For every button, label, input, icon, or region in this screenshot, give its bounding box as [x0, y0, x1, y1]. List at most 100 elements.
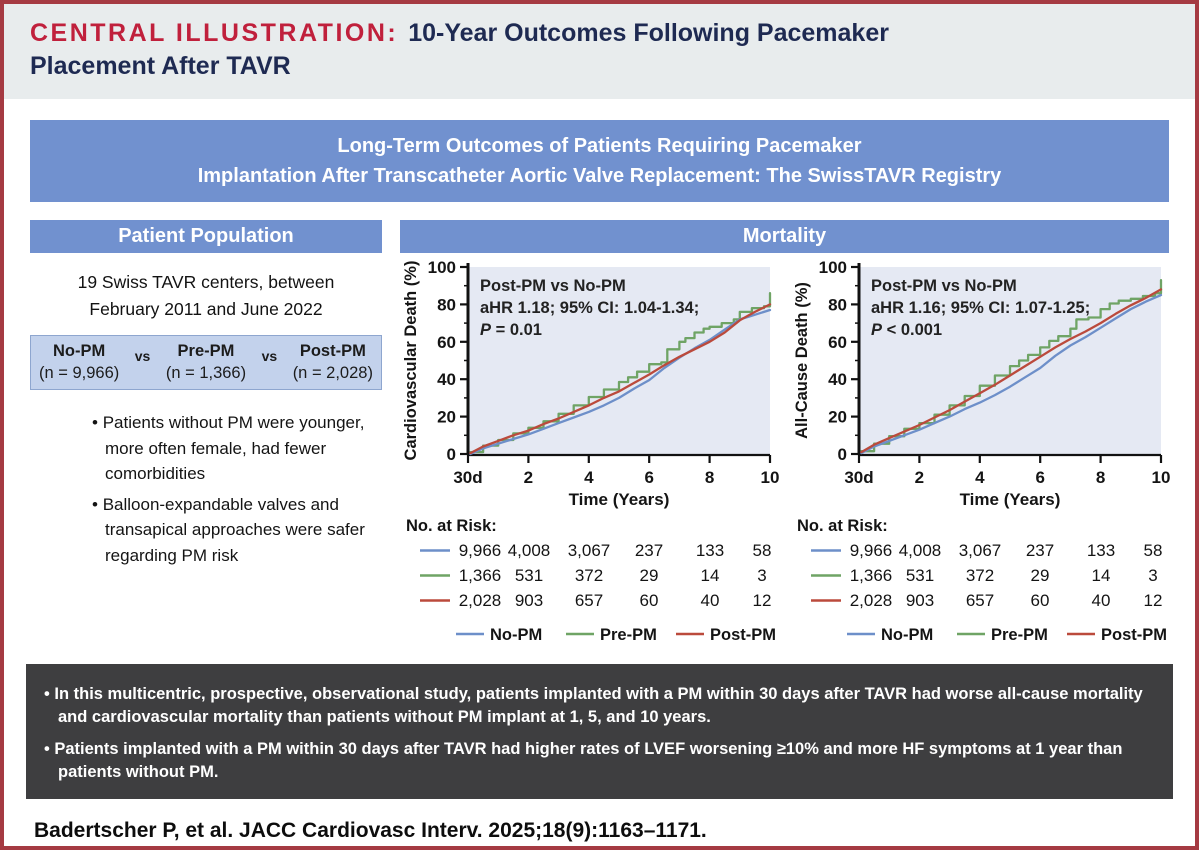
at-risk-value: 1,366 [850, 566, 893, 585]
at-risk-value: 60 [640, 591, 659, 610]
at-risk-value: 29 [640, 566, 659, 585]
km-curve-no-pm [860, 293, 1163, 455]
annotation-p-value: P < 0.001 [871, 321, 942, 339]
group-name: No-PM [53, 342, 106, 361]
at-risk-value: 133 [1087, 541, 1115, 560]
y-tick-label: 40 [828, 370, 847, 389]
x-axis-title: Time (Years) [569, 490, 670, 509]
group-n: (n = 2,028) [292, 363, 373, 382]
group-name: Post-PM [299, 342, 366, 361]
plot-area [468, 267, 770, 454]
all-cause-death-chart: 0 20 40 60 80 100 30d 2 4 6 8 10 Time (Years) All-Cau… [791, 253, 1174, 658]
at-risk-value: 3,067 [568, 541, 611, 560]
y-tick-label: 20 [437, 408, 456, 427]
km-curve-post-pm [469, 303, 772, 455]
at-risk-value: 3,067 [959, 541, 1002, 560]
cardiovascular-death-plot: 0 20 40 60 80 100 30d 2 4 6 8 10 Time (Years) Cardiov… [402, 258, 780, 644]
patient-population-bullets: Patients without PM were younger, more o… [92, 410, 378, 568]
figure-title-text: 10-Year Outcomes Following Pacemaker [408, 19, 889, 47]
figure-title-line-2: Placement After TAVR [30, 52, 291, 80]
y-tick-label: 60 [828, 333, 847, 352]
patient-population-header: Patient Population [30, 220, 382, 253]
key-finding-item: In this multicentric, prospective, obser… [44, 683, 1155, 730]
figure-body: Long-Term Outcomes of Patients Requiring… [4, 120, 1195, 658]
p-value-text: < 0.001 [882, 321, 942, 339]
all-cause-death-plot: 0 20 40 60 80 100 30d 2 4 6 8 10 Time (Years) All-Cau… [793, 258, 1171, 644]
y-tick-label: 20 [828, 408, 847, 427]
y-tick-label: 100 [428, 258, 456, 277]
x-tick-label: 10 [761, 468, 780, 487]
annotation-comparison: Post-PM vs No-PM [871, 277, 1017, 295]
at-risk-value: 40 [701, 591, 720, 610]
y-tick-label: 40 [437, 370, 456, 389]
at-risk-value: 4,008 [508, 541, 551, 560]
x-axis-title: Time (Years) [960, 490, 1061, 509]
at-risk-value: 531 [515, 566, 543, 585]
p-value-text: = 0.01 [491, 321, 542, 339]
x-tick-label: 8 [705, 468, 714, 487]
key-findings-list: In this multicentric, prospective, obser… [44, 683, 1155, 785]
km-curve-post-pm [860, 288, 1163, 454]
at-risk-value: 3 [1148, 566, 1157, 585]
at-risk-value: 14 [1092, 566, 1111, 585]
at-risk-value: 12 [753, 591, 772, 610]
patient-groups-table: No-PM (n = 9,966) vs Pre-PM (n = 1,366) … [30, 335, 382, 391]
figure-title-line-1: CENTRAL ILLUSTRATION: 10-Year Outcomes Fo… [30, 17, 1169, 50]
x-tick-label: 4 [584, 468, 594, 487]
x-tick-label: 30d [453, 468, 482, 487]
study-title-banner: Long-Term Outcomes of Patients Requiring… [30, 120, 1169, 202]
group-n: (n = 1,366) [165, 363, 247, 382]
at-risk-value: 372 [575, 566, 603, 585]
plot-area [859, 267, 1161, 454]
key-findings-box: In this multicentric, prospective, obser… [26, 664, 1173, 799]
km-curve-pre-pm [469, 292, 772, 454]
annotation-ahr: aHR 1.18; 95% CI: 1.04-1.34; [480, 299, 699, 317]
at-risk-value: 2,028 [459, 591, 502, 610]
figure-header: CENTRAL ILLUSTRATION: 10-Year Outcomes Fo… [4, 4, 1195, 99]
at-risk-value: 903 [515, 591, 543, 610]
at-risk-value: 657 [966, 591, 994, 610]
x-tick-label: 30d [844, 468, 873, 487]
at-risk-value: 372 [966, 566, 994, 585]
x-tick-label: 10 [1152, 468, 1171, 487]
at-risk-value: 29 [1031, 566, 1050, 585]
at-risk-value: 9,966 [850, 541, 893, 560]
legend-label: Pre-PM [600, 626, 657, 644]
at-risk-label: No. at Risk: [797, 517, 888, 535]
at-risk-value: 12 [1144, 591, 1163, 610]
y-axis-title: Cardiovascular Death (%) [402, 261, 420, 461]
x-tick-label: 2 [915, 468, 924, 487]
annotation-comparison: Post-PM vs No-PM [480, 277, 626, 295]
at-risk-value: 903 [906, 591, 934, 610]
annotation-p-value: P = 0.01 [480, 321, 542, 339]
annotation-ahr: aHR 1.16; 95% CI: 1.07-1.25; [871, 299, 1090, 317]
at-risk-value: 1,366 [459, 566, 502, 585]
legend-label: No-PM [881, 626, 933, 644]
bullet-item: Patients without PM were younger, more o… [92, 410, 378, 487]
x-tick-label: 4 [975, 468, 985, 487]
panel-headers-row: Patient Population Mortality [30, 220, 1169, 253]
y-tick-label: 80 [828, 295, 847, 314]
at-risk-value: 60 [1031, 591, 1050, 610]
central-illustration-label: CENTRAL ILLUSTRATION: [30, 19, 399, 47]
at-risk-label: No. at Risk: [406, 517, 497, 535]
bullet-item: Balloon-expandable valves and transapica… [92, 492, 378, 569]
x-tick-label: 8 [1096, 468, 1105, 487]
study-centers-text: 19 Swiss TAVR centers, between February … [77, 272, 335, 320]
at-risk-value: 40 [1092, 591, 1111, 610]
p-symbol: P [871, 321, 883, 339]
at-risk-value: 2,028 [850, 591, 893, 610]
at-risk-value: 237 [635, 541, 663, 560]
vs-label: vs [134, 347, 151, 364]
cardiovascular-death-chart: 0 20 40 60 80 100 30d 2 4 6 8 10 Time (Years) Cardiov… [400, 253, 783, 658]
study-title-line-2: Implantation After Transcatheter Aortic … [197, 165, 1002, 187]
group-n: (n = 9,966) [39, 363, 120, 382]
y-axis-title: All-Cause Death (%) [793, 282, 811, 439]
group-pre-pm: Pre-PM (n = 1,366) [166, 341, 246, 384]
y-tick-label: 0 [447, 445, 456, 464]
at-risk-value: 14 [701, 566, 720, 585]
at-risk-value: 133 [696, 541, 724, 560]
group-post-pm: Post-PM (n = 2,028) [293, 341, 373, 384]
at-risk-value: 657 [575, 591, 603, 610]
